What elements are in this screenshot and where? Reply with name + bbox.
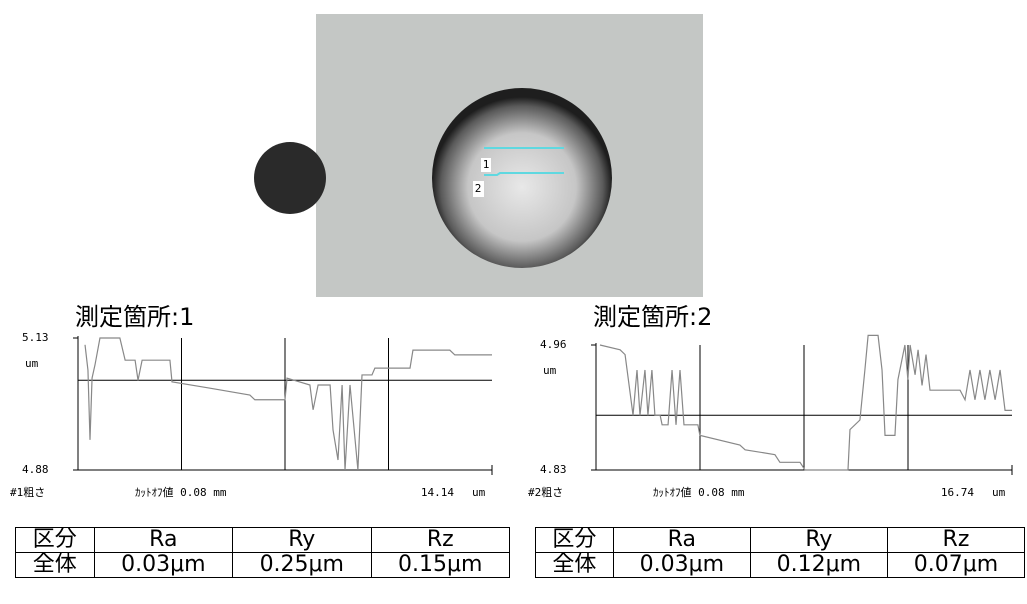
header-cell: Ra: [612, 527, 751, 553]
header-cell: Rz: [886, 527, 1026, 553]
x-tick-label: 14.14: [421, 486, 454, 499]
x-unit: um: [472, 486, 486, 499]
cell: 全体: [15, 552, 95, 578]
result-table: 区分 Ra Ry Rz 全体 0.03μm 0.25μm 0.15μm: [15, 527, 511, 578]
header-cell: Rz: [370, 527, 511, 553]
y-unit: um: [543, 364, 557, 377]
marker-label: 2: [475, 182, 482, 195]
cell: 0.03μm: [612, 552, 751, 578]
cell: 0.15μm: [370, 552, 511, 578]
marker-label: 1: [483, 158, 490, 171]
header-cell: Ry: [232, 527, 372, 553]
profile-line: [599, 334, 1012, 471]
chart-title: 測定箇所:1: [75, 303, 194, 331]
result-table: 区分 Ra Ry Rz 全体 0.03μm 0.12μm 0.07μm: [535, 527, 1026, 578]
profile-label: #2粗さ: [528, 486, 563, 499]
header-cell: Ra: [93, 527, 234, 553]
profile-label: #1粗さ: [10, 486, 45, 499]
microscope-image: 1 2: [254, 14, 703, 297]
cell: 0.03μm: [93, 552, 234, 578]
cutoff-label: ｶｯﾄｵﾌ値 0.08 mm: [653, 486, 745, 499]
cell: 0.12μm: [749, 552, 888, 578]
header-cell: Ry: [749, 527, 888, 553]
chart-title: 測定箇所:2: [593, 303, 712, 331]
profile-line: [84, 337, 492, 471]
cell: 全体: [535, 552, 614, 578]
x-unit: um: [992, 486, 1006, 499]
y-tick-label: 5.13: [22, 331, 49, 344]
header-cell: 区分: [535, 527, 614, 553]
y-tick-label: 4.96: [540, 338, 567, 351]
cell: 0.25μm: [232, 552, 372, 578]
y-tick-label: 4.83: [540, 463, 567, 476]
y-unit: um: [25, 357, 39, 370]
header-cell: 区分: [15, 527, 95, 553]
x-tick-label: 16.74: [941, 486, 974, 499]
cell: 0.07μm: [886, 552, 1026, 578]
cutoff-label: ｶｯﾄｵﾌ値 0.08 mm: [135, 486, 227, 499]
y-tick-label: 4.88: [22, 463, 49, 476]
